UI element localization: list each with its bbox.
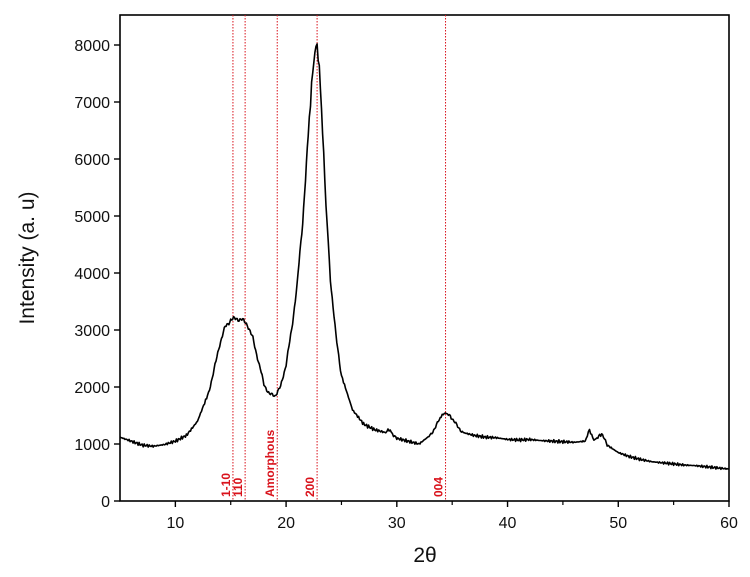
x-tick-label: 10 — [166, 515, 184, 532]
y-tick-label: 7000 — [74, 95, 110, 112]
y-tick-label: 1000 — [74, 437, 110, 454]
y-axis: 0 1000 2000 3000 4000 5000 6000 7000 8000 — [74, 38, 120, 511]
x-tick-label: 50 — [609, 515, 627, 532]
y-axis-title: Intensity (a. u) — [16, 191, 39, 324]
reference-label: Amorphous — [263, 429, 277, 497]
reference-label: 004 — [432, 477, 446, 497]
y-tick-label: 4000 — [74, 266, 110, 283]
reference-label: 200 — [303, 477, 317, 497]
xrd-series-line — [119, 43, 730, 471]
y-tick-label: 5000 — [74, 209, 110, 226]
y-tick-label: 0 — [101, 494, 110, 511]
y-tick-label: 6000 — [74, 152, 110, 169]
x-tick-label: 30 — [388, 515, 406, 532]
reference-label: 1-10 — [219, 473, 233, 497]
reference-label: 110 — [231, 477, 245, 497]
x-tick-label: 40 — [499, 515, 517, 532]
x-tick-label: 60 — [720, 515, 738, 532]
y-tick-label: 8000 — [74, 38, 110, 55]
plot-border — [119, 14, 730, 502]
y-tick-label: 3000 — [74, 323, 110, 340]
plot-frame — [119, 14, 730, 502]
x-axis: 10 20 30 40 50 60 — [166, 501, 738, 532]
x-tick-label: 20 — [277, 515, 295, 532]
x-axis-title: 2θ — [413, 544, 436, 567]
y-tick-label: 2000 — [74, 380, 110, 397]
